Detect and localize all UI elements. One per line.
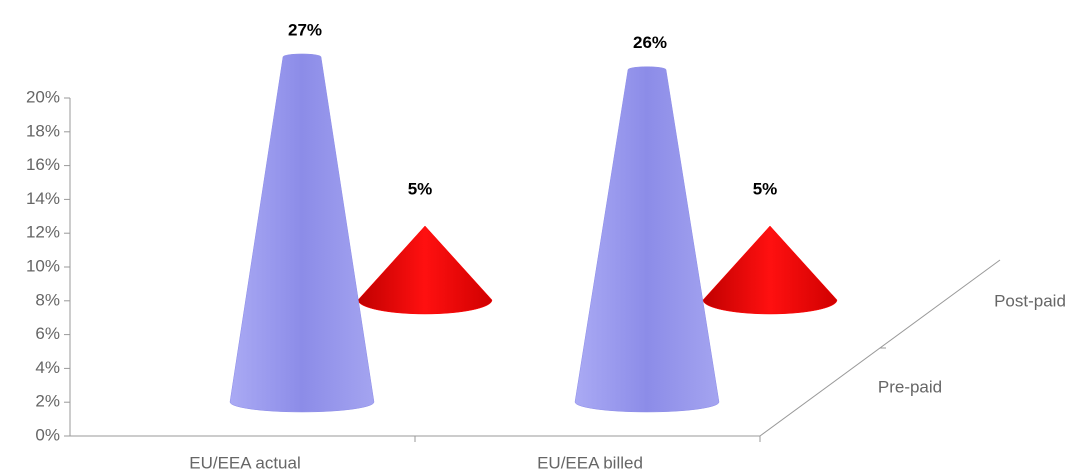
y-tick-label: 20%	[26, 87, 60, 106]
x-tick-label: EU/EEA actual	[189, 453, 301, 472]
cone	[229, 53, 375, 413]
y-tick-label: 4%	[35, 358, 60, 377]
y-tick-label: 6%	[35, 324, 60, 343]
y-tick-label: 10%	[26, 256, 60, 275]
cone	[357, 225, 493, 315]
y-tick-label: 14%	[26, 189, 60, 208]
cone	[702, 225, 838, 315]
y-tick-label: 8%	[35, 290, 60, 309]
series-label: Pre-paid	[878, 377, 942, 396]
y-tick-label: 0%	[35, 425, 60, 444]
y-tick-label: 16%	[26, 155, 60, 174]
cone	[574, 66, 720, 413]
x-tick-label: EU/EEA billed	[537, 453, 643, 472]
value-label: 5%	[753, 179, 778, 198]
y-tick-label: 18%	[26, 121, 60, 140]
value-label: 27%	[288, 20, 322, 39]
series-label: Post-paid	[994, 291, 1066, 310]
y-tick-label: 2%	[35, 392, 60, 411]
value-label: 26%	[633, 33, 667, 52]
y-tick-label: 12%	[26, 223, 60, 242]
value-label: 5%	[408, 179, 433, 198]
